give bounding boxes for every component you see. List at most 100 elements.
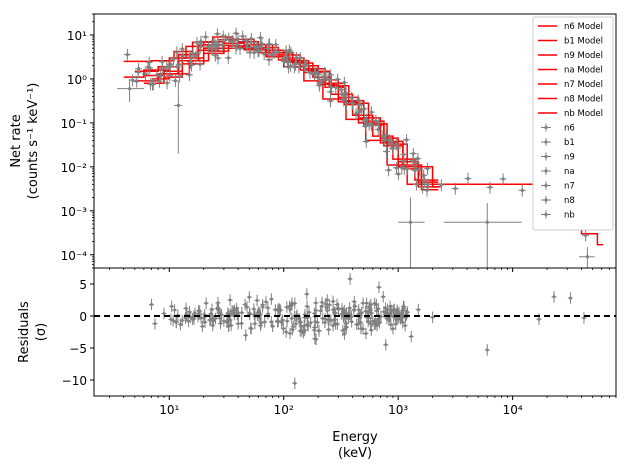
data-point — [193, 36, 201, 49]
y-tick-label: 10¹ — [67, 29, 87, 43]
x-tick-label: 10² — [274, 403, 294, 417]
legend-item: nb — [541, 210, 575, 221]
data-point-outlier — [117, 78, 144, 102]
legend-item: n7 Model — [538, 80, 603, 90]
data-point — [284, 61, 292, 74]
data-point — [499, 173, 507, 186]
residual-point — [312, 307, 318, 320]
legend-item: na Model — [538, 66, 603, 76]
res-y-tick-label: 5 — [79, 278, 87, 292]
legend-label: n6 — [564, 124, 575, 134]
residual-point — [415, 303, 421, 316]
residual-point — [168, 313, 174, 326]
data-point — [202, 31, 210, 44]
residual-point — [581, 312, 587, 324]
data-point — [420, 174, 428, 187]
data-point — [265, 53, 273, 66]
residual-point — [380, 291, 386, 303]
data-point — [360, 103, 368, 116]
residual-point — [345, 312, 351, 325]
spectrum-y-ticks: 10⁻⁴ 10⁻³ 10⁻² 10⁻¹ 10⁰ 10¹ — [61, 13, 94, 269]
residual-point — [381, 306, 387, 318]
data-point — [232, 27, 240, 40]
legend-item: b1 — [541, 138, 575, 148]
data-point — [178, 43, 186, 56]
data-point — [341, 89, 349, 102]
data-point — [300, 59, 308, 72]
residual-point — [262, 316, 268, 328]
y-tick-label: 10⁻² — [61, 161, 88, 175]
data-point — [394, 168, 402, 181]
x-tick-label: 10³ — [388, 403, 408, 417]
residual-point — [305, 319, 311, 332]
data-point — [384, 164, 392, 177]
data-point — [175, 58, 183, 71]
data-point — [403, 163, 411, 176]
residual-point — [324, 301, 330, 314]
data-point — [173, 46, 181, 59]
residual-point — [399, 308, 405, 321]
data-point — [233, 39, 241, 52]
legend-label: n9 Model — [564, 51, 603, 61]
data-point — [158, 55, 166, 68]
residual-point — [484, 344, 490, 356]
data-point-outlier — [174, 80, 183, 154]
data-point — [318, 74, 326, 87]
residual-point — [363, 327, 369, 340]
data-point — [173, 61, 181, 74]
residual-point — [344, 321, 349, 333]
data-point — [367, 118, 375, 131]
legend-label: na Model — [564, 66, 603, 76]
residual-point — [292, 297, 298, 310]
legend-label: n7 — [564, 182, 575, 192]
residual-point — [364, 297, 370, 309]
residual-point — [265, 302, 271, 314]
residual-point — [208, 307, 214, 320]
y-tick-label: 10⁰ — [67, 73, 87, 87]
residual-point — [363, 305, 369, 317]
data-point — [204, 41, 212, 54]
residual-point — [372, 318, 378, 330]
residuals-axes-frame — [93, 267, 617, 397]
residual-point — [326, 323, 332, 336]
residual-point — [246, 307, 252, 319]
data-point — [213, 28, 221, 41]
legend-item: n7 — [541, 181, 575, 192]
data-point — [518, 184, 526, 197]
data-point — [193, 47, 201, 60]
legend-label: nb — [564, 211, 575, 221]
residuals-ylabel-line1: Residuals — [17, 301, 32, 363]
residuals-x-ticks: 10¹ 10² 10³ 10⁴ — [109, 396, 617, 417]
data-point — [415, 163, 423, 176]
data-point — [387, 135, 395, 148]
residual-point — [225, 320, 231, 332]
residual-point — [278, 316, 284, 328]
residual-point — [172, 304, 178, 316]
data-point — [582, 229, 589, 242]
residual-point — [185, 315, 191, 327]
data-point — [211, 49, 219, 62]
data-point — [355, 98, 363, 111]
data-point — [411, 164, 419, 177]
residual-point — [221, 315, 227, 327]
residual-point — [263, 296, 269, 308]
xlabel-line2: (keV) — [338, 446, 372, 461]
residual-point — [244, 301, 250, 313]
data-point — [423, 162, 431, 175]
residual-point — [284, 315, 290, 327]
residual-point — [316, 324, 322, 337]
residual-point — [199, 320, 205, 333]
residual-point — [360, 297, 366, 309]
residual-point — [334, 298, 340, 311]
residual-point — [239, 306, 245, 319]
data-point — [326, 86, 334, 99]
data-point — [291, 58, 299, 71]
legend-label: b1 Model — [564, 37, 603, 47]
residual-point — [257, 319, 263, 332]
residual-point — [304, 288, 310, 300]
data-point — [169, 53, 177, 66]
y-tick-label: 10⁻⁴ — [61, 249, 88, 263]
data-point-outlier — [443, 203, 522, 268]
data-point — [256, 32, 264, 45]
residual-points — [148, 273, 587, 389]
